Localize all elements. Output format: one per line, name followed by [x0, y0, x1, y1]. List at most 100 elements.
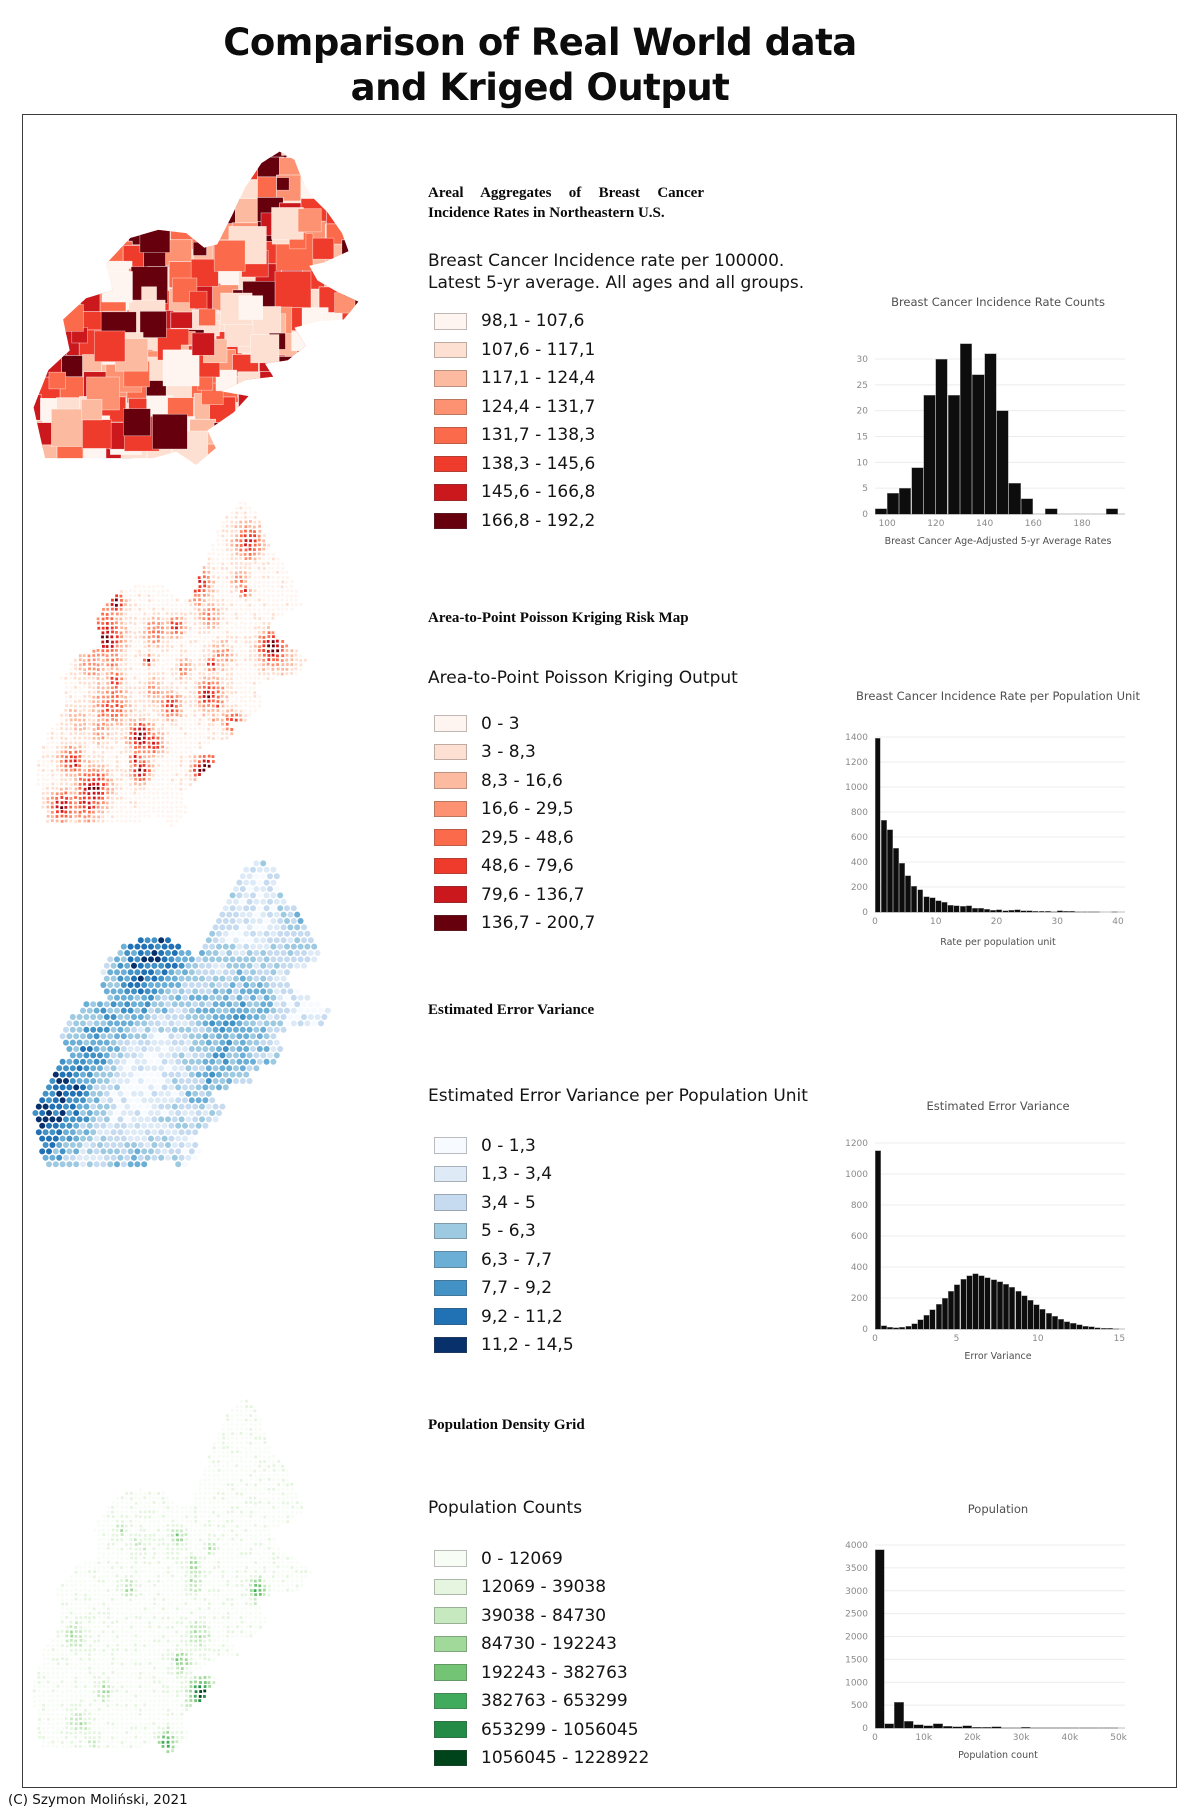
row4-subtitle: Population Counts: [428, 1498, 583, 1519]
legend-item: 8,3 - 16,6: [434, 771, 858, 791]
row3-heading: Estimated Error Variance: [428, 1002, 595, 1018]
legend-swatch: [434, 1308, 467, 1325]
page-title-line2: and Kriged Output: [350, 66, 730, 110]
legend-label: 8,3 - 16,6: [481, 770, 563, 791]
legend-item: 0 - 1,3: [434, 1136, 858, 1156]
row4-heading: Population Density Grid: [428, 1417, 585, 1433]
legend-label: 39038 - 84730: [481, 1605, 607, 1626]
legend-item: 131,7 - 138,3: [434, 425, 858, 445]
legend-swatch: [434, 398, 467, 416]
legend-swatch: [434, 857, 467, 875]
legend-swatch: [434, 886, 467, 903]
content-frame-border: [22, 114, 1177, 1788]
row2-legend: 0 - 3 3 - 8,3 8,3 - 16,6 16,6 - 29,5 29,5 - …: [434, 714, 858, 933]
legend-item: 16,6 - 29,5: [434, 799, 858, 819]
legend-item: 192243 - 382763: [434, 1663, 858, 1683]
row4-description: Population Density Grid Population Count…: [428, 1415, 858, 1777]
legend-swatch: [434, 1194, 467, 1211]
legend-label: 1,3 - 3,4: [481, 1164, 553, 1185]
row1-subtitle: Breast Cancer Incidence rate per 100000.…: [428, 250, 805, 293]
legend-item: 11,2 - 14,5: [434, 1335, 858, 1355]
legend-label: 136,7 - 200,7: [481, 913, 596, 934]
legend-swatch: [434, 1336, 467, 1354]
legend-label: 5 - 6,3: [481, 1221, 536, 1242]
legend-label: 107,6 - 117,1: [481, 339, 596, 360]
legend-label: 7,7 - 9,2: [481, 1278, 553, 1299]
legend-label: 138,3 - 145,6: [481, 453, 596, 474]
legend-label: 6,3 - 7,7: [481, 1249, 553, 1270]
legend-item: 48,6 - 79,6: [434, 856, 858, 876]
legend-item: 0 - 3: [434, 714, 858, 734]
row1-legend: 98,1 - 107,6 107,6 - 117,1 117,1 - 124,4 12…: [434, 311, 858, 531]
choropleth-map-breast-cancer-incidence: [33, 151, 359, 465]
legend-label: 1056045 - 1228922: [481, 1748, 650, 1769]
legend-item: 6,3 - 7,7: [434, 1250, 858, 1270]
legend-item: 7,7 - 9,2: [434, 1278, 858, 1298]
legend-item: 382763 - 653299: [434, 1691, 858, 1711]
legend-item: 1,3 - 3,4: [434, 1164, 858, 1184]
legend-item: 5 - 6,3: [434, 1221, 858, 1241]
legend-item: 117,1 - 124,4: [434, 368, 858, 388]
legend-swatch: [434, 313, 467, 330]
legend-item: 12069 - 39038: [434, 1577, 858, 1597]
legend-item: 136,7 - 200,7: [434, 913, 858, 933]
legend-label: 48,6 - 79,6: [481, 856, 574, 877]
legend-swatch: [434, 1692, 467, 1710]
legend-label: 9,2 - 11,2: [481, 1306, 563, 1327]
legend-label: 16,6 - 29,5: [481, 799, 574, 820]
legend-item: 3,4 - 5: [434, 1193, 858, 1213]
row1-description: Areal Aggregates of Breast Cancer Incide…: [428, 183, 858, 539]
row4-legend: 0 - 12069 12069 - 39038 39038 - 84730 84730…: [434, 1548, 858, 1769]
legend-swatch: [434, 1635, 467, 1653]
page-title-line1: Comparison of Real World data: [223, 21, 857, 64]
legend-label: 79,6 - 136,7: [481, 884, 585, 905]
legend-item: 3 - 8,3: [434, 742, 858, 762]
row3-subtitle: Estimated Error Variance per Population …: [428, 1086, 808, 1107]
row2-heading: Area-to-Point Poisson Kriging Risk Map: [428, 610, 689, 626]
legend-swatch: [434, 1664, 467, 1681]
legend-label: 0 - 3: [481, 713, 520, 734]
legend-label: 3,4 - 5: [481, 1192, 536, 1213]
point-map-population-density: [32, 1399, 312, 1754]
copyright-note: (C) Szymon Moliński, 2021: [8, 1792, 188, 1808]
legend-label: 0 - 12069: [481, 1548, 563, 1569]
legend-swatch: [434, 341, 467, 359]
legend-label: 382763 - 653299: [481, 1691, 628, 1712]
legend-label: 29,5 - 48,6: [481, 827, 574, 848]
row3-description: Estimated Error Variance Estimated Error…: [428, 1000, 858, 1364]
legend-item: 124,4 - 131,7: [434, 397, 858, 417]
legend-swatch: [434, 370, 467, 387]
legend-label: 84730 - 192243: [481, 1634, 617, 1655]
legend-label: 3 - 8,3: [481, 742, 536, 763]
legend-swatch: [434, 1222, 467, 1240]
legend-swatch: [434, 512, 467, 530]
legend-item: 98,1 - 107,6: [434, 311, 858, 331]
legend-swatch: [434, 743, 467, 761]
legend-label: 12069 - 39038: [481, 1577, 607, 1598]
legend-label: 0 - 1,3: [481, 1135, 536, 1156]
row1-heading: Areal Aggregates of Breast Cancer Incide…: [428, 185, 704, 222]
legend-label: 192243 - 382763: [481, 1662, 628, 1683]
legend-swatch: [434, 914, 467, 932]
legend-swatch: [434, 1749, 467, 1767]
legend-label: 145,6 - 166,8: [481, 482, 596, 503]
legend-label: 131,7 - 138,3: [481, 425, 596, 446]
legend-swatch: [434, 1607, 467, 1624]
legend-swatch: [434, 1550, 467, 1567]
legend-item: 138,3 - 145,6: [434, 454, 858, 474]
legend-swatch: [434, 1578, 467, 1596]
legend-item: 79,6 - 136,7: [434, 885, 858, 905]
legend-swatch: [434, 484, 467, 501]
legend-label: 166,8 - 192,2: [481, 510, 596, 531]
legend-item: 145,6 - 166,8: [434, 482, 858, 502]
legend-swatch: [434, 455, 467, 473]
legend-item: 29,5 - 48,6: [434, 828, 858, 848]
legend-swatch: [434, 1279, 467, 1297]
legend-swatch: [434, 715, 467, 732]
legend-label: 124,4 - 131,7: [481, 396, 596, 417]
legend-item: 107,6 - 117,1: [434, 340, 858, 360]
legend-item: 9,2 - 11,2: [434, 1307, 858, 1327]
